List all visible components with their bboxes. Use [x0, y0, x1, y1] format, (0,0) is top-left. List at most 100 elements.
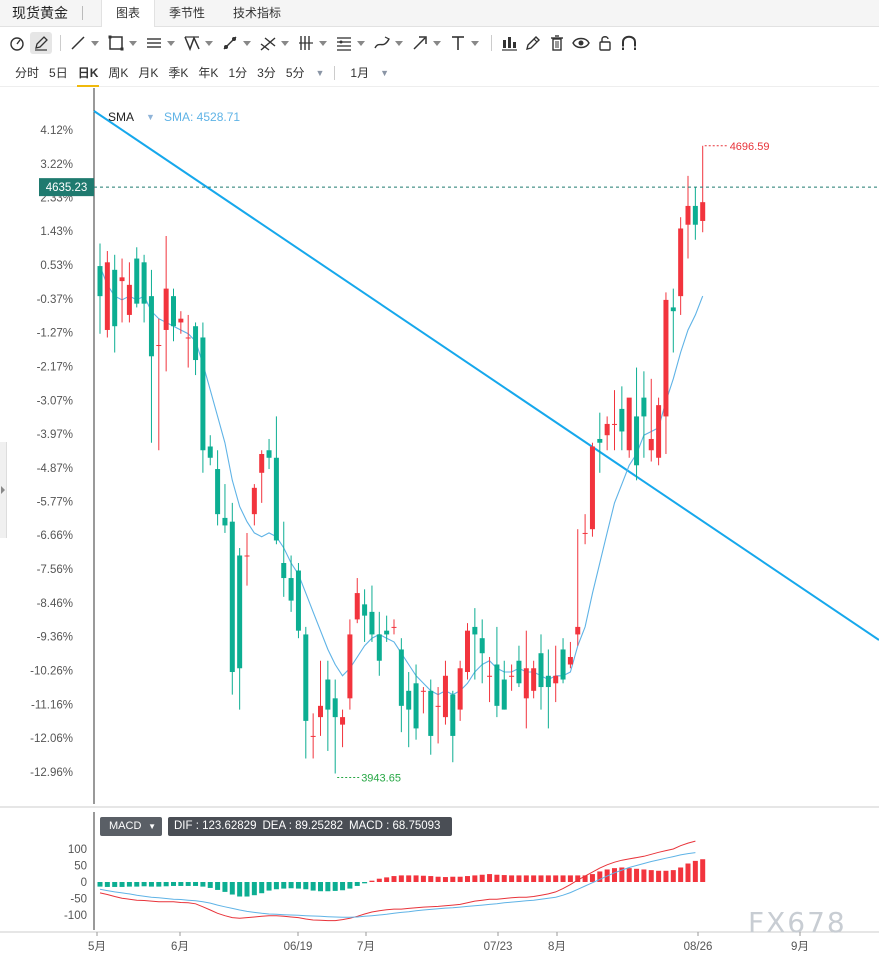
- candle-body: [347, 634, 353, 699]
- text-icon[interactable]: [447, 32, 469, 54]
- rectangle-icon[interactable]: [105, 32, 127, 54]
- chevron-down-icon[interactable]: [167, 40, 175, 46]
- pencil-edit-icon[interactable]: [30, 32, 52, 54]
- macd-dea-line: [99, 852, 696, 918]
- period-daily-k[interactable]: 日K: [73, 60, 104, 87]
- arrow-icon[interactable]: [409, 32, 431, 54]
- macd-histogram-bar: [692, 860, 698, 882]
- macd-indicator-button[interactable]: MACD ▼: [100, 817, 162, 836]
- macd-histogram-bar: [134, 882, 140, 887]
- gauge-icon[interactable]: [6, 32, 28, 54]
- tab-technical-indicators[interactable]: 技术指标: [233, 5, 282, 20]
- current-price-tag: [39, 178, 94, 197]
- candle-body: [185, 337, 191, 339]
- toolbar-divider: [491, 35, 492, 51]
- macd-histogram-bar: [531, 875, 537, 882]
- pen-icon[interactable]: [522, 32, 544, 54]
- lock-icon[interactable]: [594, 32, 616, 54]
- chevron-down-icon[interactable]: ▼: [315, 68, 325, 78]
- divider: [82, 6, 83, 20]
- vertical-lines-icon[interactable]: [295, 32, 317, 54]
- chevron-down-icon[interactable]: [471, 40, 479, 46]
- chevron-down-icon[interactable]: [433, 40, 441, 46]
- fork-lines-icon[interactable]: [257, 32, 279, 54]
- macd-histogram-bar: [634, 868, 640, 882]
- macd-histogram-bar: [420, 875, 426, 882]
- candle-body: [369, 611, 375, 635]
- candle-body: [200, 337, 206, 451]
- candle-body: [310, 735, 316, 737]
- candlestick-chart[interactable]: 4.12%3.22%2.33%1.43%0.53%-0.37%-1.27%-2.…: [0, 88, 879, 810]
- candle-body: [575, 626, 581, 635]
- candle-body: [678, 228, 684, 297]
- macd-histogram-bar: [251, 882, 257, 896]
- candle-body: [178, 318, 184, 323]
- candle-body: [134, 258, 140, 304]
- price-axis-label: -6.66%: [37, 530, 73, 542]
- macd-histogram-bar: [442, 877, 448, 882]
- parallel-lines-icon[interactable]: [143, 32, 165, 54]
- period-1min[interactable]: 1分: [228, 65, 248, 80]
- macd-histogram-bar: [612, 868, 617, 882]
- tab-seasonality[interactable]: 季节性: [169, 5, 206, 20]
- candle-body: [207, 446, 213, 458]
- sma-indicator-label[interactable]: SMA: [108, 110, 135, 124]
- candle-body: [435, 705, 441, 707]
- period-intraday[interactable]: 分时: [15, 65, 40, 80]
- brush-icon[interactable]: [371, 32, 393, 54]
- fib-lines-icon[interactable]: [333, 32, 355, 54]
- price-axis-label: 4.12%: [40, 125, 73, 137]
- period-5min[interactable]: 5分: [285, 65, 305, 80]
- chevron-down-icon[interactable]: ▼: [380, 68, 390, 78]
- price-axis-label: -5.77%: [37, 497, 73, 509]
- magnet-icon[interactable]: [618, 32, 640, 54]
- chevron-down-icon[interactable]: [357, 40, 365, 46]
- period-5day[interactable]: 5日: [49, 65, 68, 80]
- chevron-down-icon[interactable]: [129, 40, 137, 46]
- period-monthly-k[interactable]: 月K: [138, 65, 159, 80]
- chevron-down-icon[interactable]: [395, 40, 403, 46]
- period-weekly-k[interactable]: 周K: [108, 65, 129, 80]
- pattern-icon[interactable]: [181, 32, 203, 54]
- candle-body: [509, 675, 515, 677]
- macd-histogram-bar: [171, 882, 176, 886]
- candle-body: [126, 284, 132, 315]
- chevron-down-icon[interactable]: [91, 40, 99, 46]
- instrument-title: 现货黄金: [12, 5, 68, 21]
- candle-body: [501, 679, 507, 710]
- macd-histogram-bar: [472, 875, 478, 882]
- price-axis-label: -3.07%: [37, 395, 73, 407]
- macd-histogram-bar: [406, 875, 412, 882]
- macd-histogram-bar: [141, 882, 147, 887]
- price-axis-label: 0.53%: [40, 260, 73, 272]
- price-axis-label: 1.43%: [40, 226, 73, 238]
- macd-histogram-bar: [273, 882, 279, 890]
- chevron-down-icon[interactable]: ▼: [146, 112, 155, 122]
- candle-body: [332, 698, 338, 718]
- chevron-down-icon[interactable]: [205, 40, 213, 46]
- side-panel-handle[interactable]: [0, 442, 7, 538]
- candle-chart-icon[interactable]: [498, 32, 520, 54]
- period-3min[interactable]: 3分: [257, 65, 276, 80]
- macd-histogram-bar: [619, 867, 625, 882]
- period-quarterly-k[interactable]: 季K: [168, 65, 189, 80]
- macd-histogram-bar: [413, 875, 419, 882]
- macd-histogram-bar: [237, 882, 243, 897]
- chevron-down-icon[interactable]: [243, 40, 251, 46]
- tab-chart[interactable]: 图表: [101, 0, 156, 27]
- chevron-down-icon[interactable]: [319, 40, 327, 46]
- macd-chart[interactable]: 100 50 0 -50 -100 5月 6月 06/19 7月 07/23 8月 08/26 9月: [0, 812, 879, 959]
- eye-icon[interactable]: [570, 32, 592, 54]
- line-icon[interactable]: [67, 32, 89, 54]
- macd-histogram-bar: [384, 877, 390, 882]
- macd-histogram-bar: [104, 882, 110, 887]
- trash-icon[interactable]: [546, 32, 568, 54]
- price-axis-label: -10.26%: [30, 666, 73, 678]
- range-select[interactable]: 1月: [350, 65, 370, 80]
- candle-body: [384, 630, 390, 635]
- macd-histogram-bar: [310, 882, 316, 891]
- chevron-down-icon[interactable]: [281, 40, 289, 46]
- macd-histogram-bar: [354, 882, 360, 886]
- node-line-icon[interactable]: [219, 32, 241, 54]
- period-yearly-k[interactable]: 年K: [198, 65, 219, 80]
